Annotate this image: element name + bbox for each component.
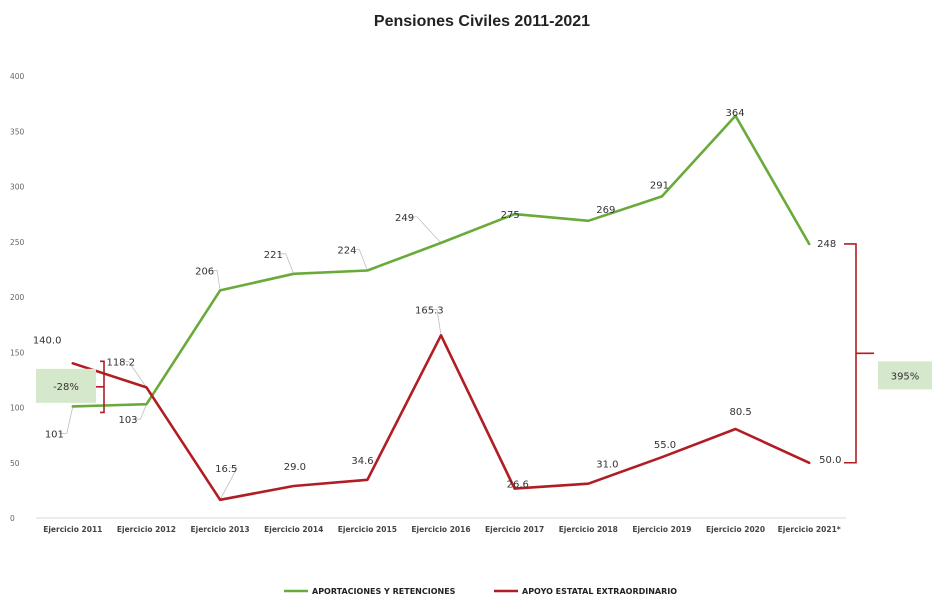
data-label: 249 [395,213,414,224]
x-tick-label: Ejercicio 2018 [559,525,618,534]
y-tick-label: 400 [10,72,25,81]
data-label: 269 [596,205,615,216]
data-label: 248 [817,239,836,250]
data-label: 29.0 [284,462,306,473]
leader-line [58,406,74,434]
chart-title: Pensiones Civiles 2011-2021 [374,13,590,30]
data-label: 206 [195,266,214,277]
y-tick-label: 50 [10,459,20,468]
x-tick-label: Ejercicio 2019 [632,525,691,534]
label-leader-lines [58,213,523,500]
legend-label-2: APOYO ESTATAL EXTRAORDINARIO [522,587,677,596]
x-tick-label: Ejercicio 2011 [43,525,102,534]
data-labels: 101 103 206 221 224 249 275 269 291 364 248 140.0 11… [33,108,842,491]
x-axis: Ejercicio 2011 Ejercicio 2012 Ejercicio 20… [36,517,846,534]
data-label: 118.2 [106,357,135,368]
leader-line [429,308,442,336]
x-tick-label: Ejercicio 2014 [264,525,323,534]
x-tick-label: Ejercicio 2016 [411,525,470,534]
x-tick-label: Ejercicio 2013 [191,525,250,534]
x-tick-label: Ejercicio 2021* [778,525,841,534]
annotations: -28% 395% [36,243,932,464]
x-tick-label: Ejercicio 2017 [485,525,544,534]
y-tick-label: 350 [10,127,25,136]
leader-line [277,253,295,274]
data-label: 101 [45,429,64,440]
data-label: 140.0 [33,335,62,346]
data-label: 165.3 [415,305,444,316]
legend: APORTACIONES Y RETENCIONES APOYO ESTATAL … [284,587,677,596]
leader-line [351,249,368,271]
series-line-1 [71,114,811,408]
leader-line [219,467,238,500]
data-label: 291 [650,180,669,191]
data-label: 16.5 [215,464,237,475]
data-label: 221 [264,250,283,261]
y-tick-label: 200 [10,293,25,302]
data-label: 224 [337,245,356,256]
y-tick-label: 100 [10,404,25,413]
series-line-2 [71,333,811,502]
annotation-right-text: 395% [891,371,920,382]
y-tick-label: 0 [10,514,15,523]
y-tick-label: 150 [10,348,25,357]
data-label: 364 [726,108,745,119]
annotation-left-text: -28% [53,382,79,393]
data-label: 103 [118,415,137,426]
data-label: 50.0 [819,455,841,466]
annotation-box-right [878,361,932,390]
legend-label-1: APORTACIONES Y RETENCIONES [312,587,456,596]
leader-line [120,360,147,388]
bracket-right [844,243,874,464]
data-label: 34.6 [351,456,373,467]
y-axis: 0 50 100 150 200 250 300 350 400 [10,72,25,523]
x-tick-label: Ejercicio 2012 [117,525,176,534]
x-tick-label: Ejercicio 2015 [338,525,397,534]
leader-line [209,269,221,291]
bracket-left [96,360,105,414]
leader-line [409,216,442,244]
x-tick-label: Ejercicio 2020 [706,525,765,534]
y-tick-label: 300 [10,183,25,192]
data-label: 80.5 [730,407,752,418]
data-label: 26.6 [507,480,529,491]
series-lines [71,114,811,502]
data-label: 55.0 [654,440,676,451]
annotation-box-left [36,368,96,403]
data-label: 31.0 [596,460,618,471]
data-label: 275 [501,210,520,221]
y-tick-label: 250 [10,238,25,247]
leader-line [132,404,147,420]
